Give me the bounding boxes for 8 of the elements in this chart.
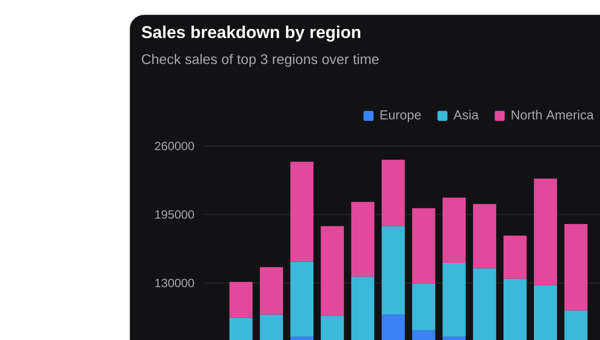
y-tick-label: 195000 (155, 210, 194, 219)
chart-title: Sales breakdown by region (142, 26, 360, 42)
y-tick-label: 260000 (155, 142, 194, 150)
y-tick-label: 130000 (155, 278, 194, 288)
legend-label: Asia (453, 110, 479, 120)
chart-subtitle: Check sales of top 3 regions over time (142, 54, 379, 67)
legend-label: Europe (380, 110, 421, 122)
legend-label: North America (512, 110, 594, 120)
